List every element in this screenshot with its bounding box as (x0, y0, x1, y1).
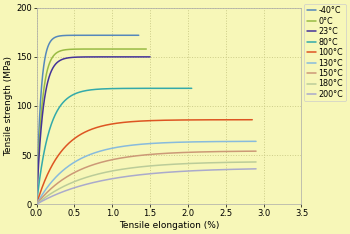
200°C (121, 176, 126, 178)
180°C (121, 168, 126, 170)
0°C (48, 61, 52, 64)
150°C (254, 150, 258, 153)
130°C (34, 203, 38, 206)
-40°C (47, 43, 51, 46)
200°C (254, 168, 258, 170)
Line: 100°C: 100°C (36, 120, 252, 204)
0°C (78, 48, 82, 51)
80°C (34, 203, 38, 206)
180°C (34, 203, 38, 206)
X-axis label: Tensile elongation (%): Tensile elongation (%) (119, 221, 219, 230)
100°C (191, 118, 195, 121)
Line: 23°C: 23°C (36, 57, 150, 204)
0°C (104, 48, 108, 50)
Line: 80°C: 80°C (36, 88, 192, 204)
100°C (105, 124, 109, 126)
0°C (114, 48, 118, 50)
Line: -40°C: -40°C (36, 35, 139, 204)
0°C (34, 203, 38, 206)
180°C (173, 163, 177, 166)
23°C (117, 55, 121, 58)
-40°C (75, 34, 79, 37)
0°C (70, 48, 75, 51)
Line: 150°C: 150°C (36, 151, 256, 204)
150°C (121, 156, 126, 159)
100°C (120, 121, 124, 124)
Line: 0°C: 0°C (36, 49, 146, 204)
150°C (194, 151, 198, 154)
130°C (121, 145, 126, 148)
200°C (61, 190, 65, 193)
0°C (114, 48, 118, 50)
80°C (146, 87, 150, 90)
80°C (132, 87, 136, 90)
200°C (106, 178, 110, 181)
150°C (193, 151, 197, 154)
130°C (106, 148, 110, 150)
100°C (34, 203, 38, 206)
80°C (96, 88, 100, 91)
100°C (61, 149, 65, 151)
-40°C (136, 34, 141, 37)
130°C (193, 140, 197, 143)
130°C (254, 140, 258, 143)
23°C (79, 56, 84, 58)
150°C (106, 159, 110, 162)
200°C (193, 169, 197, 172)
23°C (71, 56, 76, 59)
Y-axis label: Tensile strength (MPa): Tensile strength (MPa) (4, 56, 13, 156)
80°C (85, 89, 89, 92)
23°C (34, 203, 38, 206)
Line: 130°C: 130°C (36, 141, 256, 204)
130°C (173, 141, 177, 144)
200°C (34, 203, 38, 206)
180°C (193, 162, 197, 165)
150°C (61, 178, 65, 181)
80°C (190, 87, 194, 90)
-40°C (109, 34, 113, 37)
23°C (117, 55, 121, 58)
23°C (48, 72, 52, 75)
100°C (170, 119, 174, 121)
-40°C (34, 203, 38, 206)
200°C (194, 169, 198, 172)
150°C (34, 203, 38, 206)
23°C (148, 55, 152, 58)
-40°C (108, 34, 112, 37)
-40°C (68, 34, 72, 37)
180°C (106, 170, 110, 173)
80°C (53, 113, 57, 116)
100°C (250, 118, 254, 121)
150°C (173, 151, 177, 154)
80°C (147, 87, 152, 90)
130°C (61, 169, 65, 172)
100°C (190, 118, 194, 121)
Line: 180°C: 180°C (36, 162, 256, 204)
180°C (194, 162, 198, 165)
0°C (144, 48, 148, 50)
200°C (173, 170, 177, 173)
180°C (254, 161, 258, 163)
180°C (61, 185, 65, 188)
-40°C (99, 34, 103, 37)
23°C (106, 55, 110, 58)
Legend: -40°C, 0°C, 23°C, 80°C, 100°C, 130°C, 150°C, 180°C, 200°C: -40°C, 0°C, 23°C, 80°C, 100°C, 130°C, 15… (304, 4, 346, 101)
130°C (194, 140, 198, 143)
Line: 200°C: 200°C (36, 169, 256, 204)
